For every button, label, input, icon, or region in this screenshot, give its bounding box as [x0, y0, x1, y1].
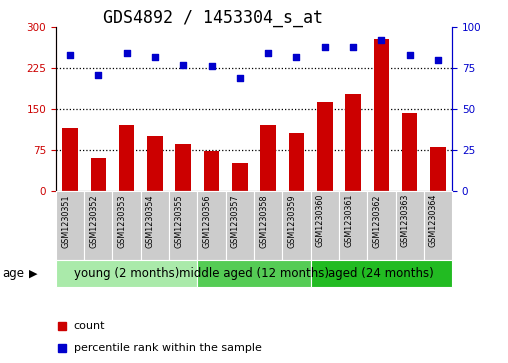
Bar [62, 128, 78, 191]
Point [236, 75, 244, 81]
Bar [282, 191, 310, 260]
Point [321, 44, 329, 50]
Bar [317, 102, 333, 191]
Text: GSM1230363: GSM1230363 [401, 194, 409, 248]
Text: GSM1230354: GSM1230354 [146, 194, 155, 248]
Bar [396, 191, 424, 260]
Text: GSM1230353: GSM1230353 [118, 194, 126, 248]
Point [264, 50, 272, 56]
Bar [56, 260, 198, 287]
Point [349, 44, 357, 50]
Bar [345, 94, 361, 191]
Point [293, 54, 301, 60]
Bar [289, 133, 304, 191]
Text: GSM1230360: GSM1230360 [316, 194, 325, 248]
Point [94, 72, 103, 77]
Bar [119, 125, 135, 191]
Bar [84, 191, 112, 260]
Bar [175, 144, 191, 191]
Bar [147, 136, 163, 191]
Text: age: age [3, 267, 24, 280]
Bar [254, 191, 282, 260]
Text: GDS4892 / 1453304_s_at: GDS4892 / 1453304_s_at [103, 9, 324, 27]
Text: GSM1230351: GSM1230351 [61, 194, 70, 248]
Bar [56, 191, 84, 260]
Bar [112, 191, 141, 260]
Bar [141, 191, 169, 260]
Bar [310, 191, 339, 260]
Text: GSM1230362: GSM1230362 [372, 194, 382, 248]
Text: young (2 months): young (2 months) [74, 267, 179, 280]
Bar [373, 39, 389, 191]
Point [434, 57, 442, 63]
Bar [339, 191, 367, 260]
Point [66, 52, 74, 58]
Bar [424, 191, 452, 260]
Text: GSM1230357: GSM1230357 [231, 194, 240, 248]
Bar [367, 191, 396, 260]
Point [405, 52, 414, 58]
Text: GSM1230361: GSM1230361 [344, 194, 353, 248]
Text: aged (24 months): aged (24 months) [329, 267, 434, 280]
Bar [204, 151, 219, 191]
Point [151, 54, 159, 60]
Point [122, 50, 131, 56]
Bar [90, 158, 106, 191]
Bar [198, 191, 226, 260]
Text: GSM1230364: GSM1230364 [429, 194, 438, 248]
Text: percentile rank within the sample: percentile rank within the sample [74, 343, 262, 354]
Bar [310, 260, 452, 287]
Text: GSM1230358: GSM1230358 [259, 194, 268, 248]
Point [377, 37, 386, 43]
Text: GSM1230359: GSM1230359 [288, 194, 297, 248]
Text: middle aged (12 months): middle aged (12 months) [179, 267, 329, 280]
Text: GSM1230355: GSM1230355 [174, 194, 183, 248]
Point [207, 64, 215, 69]
Point [179, 62, 187, 68]
Bar [232, 163, 247, 191]
Text: count: count [74, 321, 105, 331]
Text: GSM1230352: GSM1230352 [89, 194, 99, 248]
Text: GSM1230356: GSM1230356 [203, 194, 211, 248]
Bar [402, 113, 418, 191]
Bar [430, 147, 446, 191]
Text: ▶: ▶ [29, 268, 38, 278]
Bar [169, 191, 198, 260]
Bar [198, 260, 310, 287]
Bar [261, 125, 276, 191]
Bar [226, 191, 254, 260]
